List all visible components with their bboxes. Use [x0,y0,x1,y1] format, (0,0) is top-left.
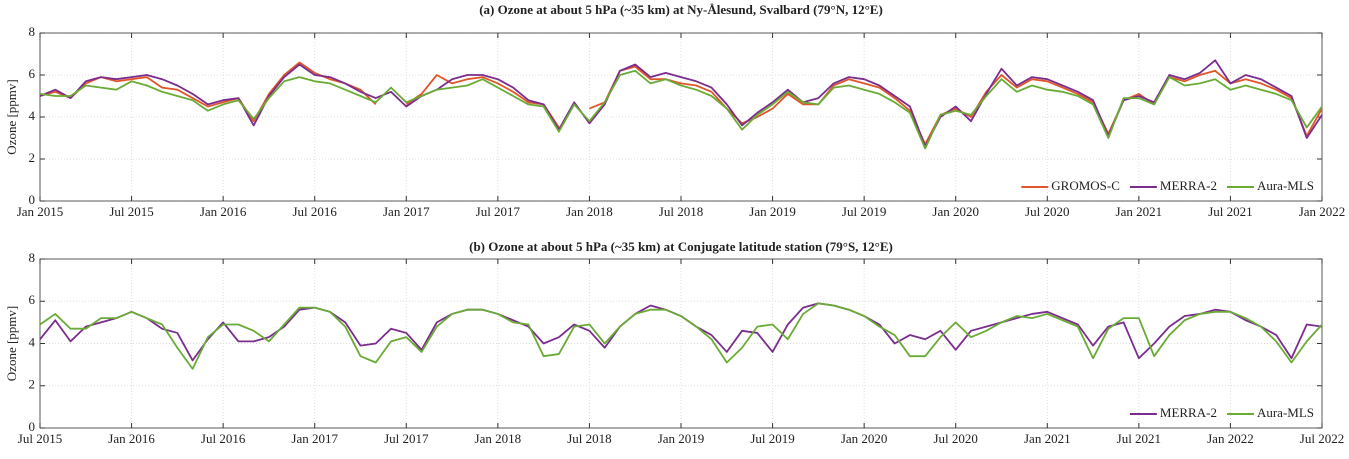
x-tick-label: Jan 2015 [17,204,64,219]
series-line [39,59,1323,148]
x-tick-label: Jul 2015 [18,431,62,446]
y-tick-label: 2 [29,377,36,392]
x-tick-label: Jan 2019 [658,431,705,446]
x-tick-label: Jul 2021 [1117,431,1161,446]
x-tick-label: Jul 2015 [109,204,153,219]
plot-frame [39,258,1323,429]
x-tick-label: Jul 2018 [567,431,611,446]
x-tick-label: Jan 2018 [475,431,522,446]
legend-label: Aura-MLS [1257,178,1314,193]
x-tick-label: Jul 2016 [293,204,338,219]
y-tick-label: 0 [29,419,36,434]
x-tick-label: Jan 2020 [932,204,979,219]
legend-label: Aura-MLS [1257,405,1314,420]
chart-title: (a) Ozone at about 5 hPa (~35 km) at Ny-… [479,2,883,17]
x-tick-label: Jan 2016 [200,204,247,219]
x-tick-label: Jul 2022 [1300,431,1344,446]
x-tick-label: Jan 2021 [1116,204,1163,219]
x-tick-label: Jan 2017 [383,204,430,219]
legend: Aura-MLS MERRA-2 [1129,405,1314,420]
series-line [39,302,1323,370]
y-tick-label: 4 [29,108,36,123]
x-tick-label: Jan 2016 [108,431,155,446]
x-tick-label: Jul 2017 [384,431,429,446]
y-tick-label: 4 [29,334,36,349]
plot-frame [39,32,1323,202]
legend: Aura-MLS MERRA-2 GROMOS-C [1021,178,1314,193]
y-tick-label: 2 [29,150,36,165]
x-tick-label: Jul 2018 [659,204,703,219]
x-tick-label: Jan 2017 [291,431,338,446]
y-tick-label: 8 [29,250,36,265]
x-tick-label: Jan 2018 [566,204,613,219]
y-tick-label: 6 [29,292,36,307]
x-tick-label: Jan 2022 [1299,204,1346,219]
series-line [39,69,1323,150]
legend-label: MERRA-2 [1160,178,1217,193]
legend-label: MERRA-2 [1160,405,1217,420]
y-axis-label: Ozone [ppmv] [4,79,19,154]
x-tick-label: Jul 2021 [1208,204,1252,219]
x-tick-label: Jul 2017 [476,204,521,219]
x-tick-label: Jan 2022 [1207,431,1254,446]
x-tick-label: Jan 2021 [1024,431,1071,446]
y-tick-label: 6 [29,66,36,81]
legend-label: GROMOS-C [1051,178,1120,193]
x-tick-label: Jul 2016 [201,431,246,446]
y-axis-label: Ozone [ppmv] [4,306,19,381]
y-tick-label: 8 [29,24,36,39]
x-tick-label: Jul 2020 [934,431,978,446]
x-tick-label: Jul 2020 [1025,204,1069,219]
x-tick-label: Jan 2019 [749,204,796,219]
x-tick-label: Jul 2019 [842,204,886,219]
x-tick-label: Jan 2020 [841,431,888,446]
y-tick-label: 0 [29,192,36,207]
chart-title: (b) Ozone at about 5 hPa (~35 km) at Con… [469,239,893,254]
x-tick-label: Jul 2019 [750,431,794,446]
